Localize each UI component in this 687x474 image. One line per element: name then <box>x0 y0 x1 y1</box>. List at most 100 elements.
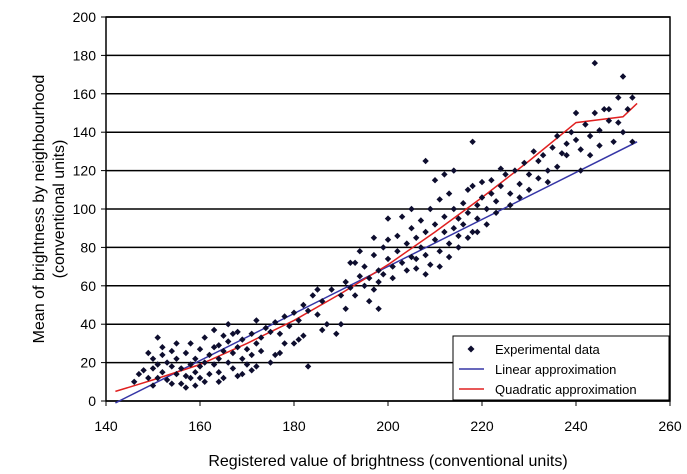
data-point <box>422 251 429 259</box>
data-point <box>577 146 584 153</box>
data-point <box>525 186 533 193</box>
data-point <box>455 215 462 222</box>
data-point <box>474 202 481 209</box>
data-point <box>389 263 396 270</box>
data-point <box>521 159 528 167</box>
data-point <box>347 259 354 266</box>
data-point <box>370 286 378 293</box>
data-point <box>408 253 415 261</box>
data-point <box>497 182 504 190</box>
data-point <box>398 213 406 220</box>
data-point <box>586 132 594 140</box>
data-point <box>554 163 561 170</box>
data-point <box>319 326 326 334</box>
data-point <box>168 380 175 387</box>
data-point <box>187 340 194 347</box>
data-point <box>511 167 519 174</box>
data-point <box>206 351 213 359</box>
data-point <box>572 136 580 144</box>
data-point <box>492 198 500 205</box>
data-point <box>563 140 570 147</box>
data-point <box>436 263 443 270</box>
y-tick-label-200: 200 <box>73 9 97 25</box>
data-point <box>248 367 255 374</box>
data-point <box>403 240 410 247</box>
data-point <box>257 334 265 341</box>
data-point <box>276 330 284 337</box>
data-point <box>206 370 213 378</box>
data-point <box>304 307 312 314</box>
data-point <box>149 382 157 389</box>
data-point <box>605 117 613 124</box>
data-point <box>478 194 486 201</box>
data-point <box>549 144 556 151</box>
data-point <box>173 355 180 362</box>
legend-marker-experimental-data <box>467 345 475 353</box>
data-point <box>253 317 260 324</box>
data-point <box>464 186 472 193</box>
data-point <box>483 205 490 213</box>
data-point <box>413 255 420 263</box>
data-point <box>422 271 429 278</box>
data-point <box>478 178 486 186</box>
data-point <box>347 284 354 291</box>
data-point <box>582 121 589 128</box>
data-point <box>192 355 199 362</box>
y-tick-label-40: 40 <box>80 316 96 332</box>
data-point <box>445 240 453 247</box>
data-point <box>544 167 551 174</box>
data-point <box>149 365 157 372</box>
data-point <box>408 205 415 213</box>
data-point <box>192 369 199 376</box>
data-point <box>276 349 284 357</box>
data-point <box>525 171 533 178</box>
data-point <box>225 359 232 366</box>
data-point <box>366 298 373 305</box>
data-point <box>201 359 208 366</box>
data-point <box>262 324 269 332</box>
scatter-points <box>131 59 636 391</box>
data-point <box>422 228 429 236</box>
data-point <box>163 359 171 366</box>
data-point <box>356 248 363 255</box>
data-point <box>394 232 401 240</box>
x-tick-label-180: 180 <box>282 418 306 434</box>
data-point <box>413 234 420 241</box>
data-point <box>445 190 453 197</box>
data-point <box>370 251 378 259</box>
data-point <box>380 271 387 278</box>
data-point <box>295 317 302 324</box>
x-tick-label-240: 240 <box>564 418 588 434</box>
data-point <box>389 274 396 282</box>
data-point <box>314 311 321 318</box>
data-point <box>229 349 237 357</box>
data-point <box>210 361 218 368</box>
data-point <box>145 349 152 357</box>
data-point <box>384 215 392 222</box>
data-point <box>455 244 462 251</box>
data-point <box>323 321 331 328</box>
data-point <box>619 129 627 136</box>
data-point <box>483 221 490 228</box>
data-point <box>267 359 274 366</box>
y-tick-label-100: 100 <box>73 201 97 217</box>
data-point <box>178 365 185 372</box>
y-tick-label-120: 120 <box>73 163 97 179</box>
data-point <box>370 234 378 241</box>
data-point <box>337 292 345 299</box>
data-point <box>605 106 613 113</box>
data-point <box>361 282 368 289</box>
data-point <box>455 232 462 240</box>
data-point <box>187 374 194 382</box>
data-point <box>182 384 190 391</box>
data-point <box>450 205 457 213</box>
data-point <box>417 244 425 251</box>
y-tick-label-60: 60 <box>80 278 96 294</box>
x-tick-label-220: 220 <box>470 418 494 434</box>
data-point <box>417 217 425 224</box>
data-point <box>248 351 255 359</box>
data-point <box>239 370 246 378</box>
y-axis-title-line-1: Mean of brightness by neighbourhood <box>31 75 48 344</box>
data-point <box>507 190 514 197</box>
data-point <box>192 382 199 389</box>
